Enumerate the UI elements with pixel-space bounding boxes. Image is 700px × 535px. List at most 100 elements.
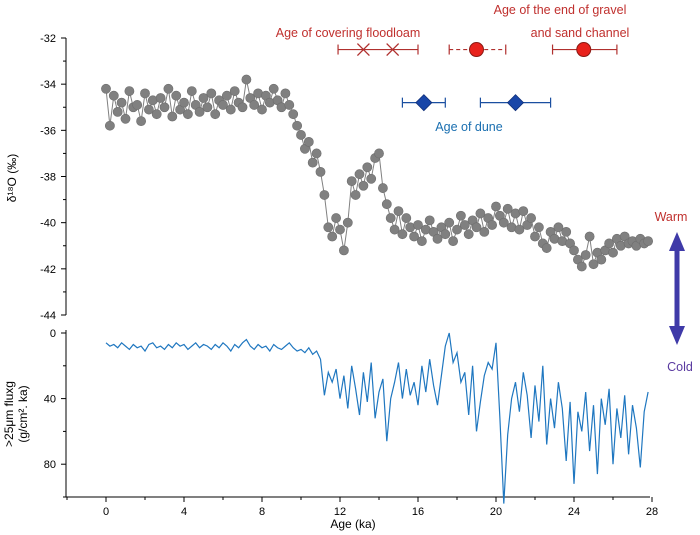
top-data-point: [280, 88, 291, 99]
top-y-tick-label: -34: [40, 79, 56, 91]
top-data-point: [459, 220, 470, 230]
bottom-y-tick-label: 80: [44, 459, 56, 471]
arrow-down-head: [669, 326, 685, 345]
top-data-point: [342, 217, 353, 228]
top-data-point: [409, 231, 419, 242]
top-data-point: [120, 113, 131, 124]
top-data-point: [413, 220, 423, 230]
top-data-point: [323, 222, 334, 233]
top-data-point: [374, 148, 384, 159]
age-marker-x: [386, 43, 400, 57]
top-data-point: [584, 231, 595, 242]
top-data-point: [440, 229, 451, 240]
top-data-point: [338, 245, 349, 256]
top-data-point: [377, 183, 388, 193]
top-data-point: [580, 250, 591, 260]
age-marker-diamond: [415, 94, 433, 112]
top-data-point: [171, 90, 182, 101]
top-y-axis-label: δ¹⁸O (‰): [5, 154, 19, 202]
top-data-point: [288, 109, 299, 120]
top-data-point: [105, 120, 115, 131]
warm-label: Warm: [655, 210, 688, 224]
top-data-point: [167, 111, 178, 122]
top-data-point: [296, 130, 306, 140]
top-data-point: [163, 83, 174, 94]
top-data-point: [463, 229, 474, 240]
top-data-point: [151, 109, 162, 120]
top-y-tick-label: -44: [40, 310, 56, 322]
top-data-point: [307, 157, 318, 168]
top-data-point: [179, 97, 189, 108]
top-series: [101, 74, 653, 272]
x-tick-label: 0: [103, 506, 109, 518]
age-marker-x: [356, 43, 370, 57]
top-data-point: [350, 190, 361, 200]
top-y-tick-label: -40: [40, 218, 56, 230]
top-data-point: [385, 213, 396, 223]
top-data-point: [284, 100, 295, 110]
annotation-gravel-line1: Age of the end of gravel: [494, 3, 627, 17]
top-data-point: [257, 104, 267, 115]
bottom-panel: 0 40 80 0 4 8 12 16 20 24 28 >25μm fluxg (g/cm². …: [2, 328, 658, 531]
top-data-point: [132, 100, 143, 110]
top-y-tick-label: -42: [40, 264, 56, 276]
top-data-point: [491, 201, 501, 212]
age-marker-diamond: [506, 94, 525, 112]
top-data-point: [159, 102, 170, 113]
top-data-point: [432, 233, 443, 244]
top-data-point: [448, 236, 458, 247]
top-data-point: [541, 243, 552, 253]
top-data-point: [526, 213, 536, 223]
top-data-point: [206, 88, 217, 99]
top-data-point: [210, 109, 221, 120]
top-data-point: [311, 148, 322, 159]
annotation-dune: Age of dune: [435, 120, 502, 134]
top-data-point: [155, 93, 166, 103]
top-data-point: [596, 254, 607, 265]
top-data-point: [358, 180, 369, 191]
top-data-point: [452, 224, 462, 235]
top-data-point: [487, 220, 497, 230]
x-tick-label: 28: [646, 506, 658, 518]
top-data-point: [424, 215, 435, 226]
top-data-point: [444, 217, 455, 228]
top-data-point: [198, 93, 209, 103]
cold-label: Cold: [667, 360, 693, 374]
top-data-point: [101, 83, 111, 94]
top-data-point: [502, 203, 513, 214]
top-data-point: [576, 261, 587, 272]
top-series-line: [105, 79, 649, 268]
top-data-point: [268, 83, 279, 94]
top-data-point: [416, 236, 427, 247]
age-marker-circle: [469, 42, 484, 58]
top-data-point: [143, 104, 154, 115]
x-tick-label: 24: [568, 506, 580, 518]
x-tick-label: 4: [181, 506, 187, 518]
bottom-y-ticks: 0 40 80: [44, 328, 66, 498]
bottom-series: [105, 332, 649, 504]
top-data-point: [397, 229, 408, 240]
top-data-point: [354, 169, 365, 180]
top-data-point: [389, 224, 400, 235]
top-data-point: [108, 90, 119, 101]
top-data-point: [569, 245, 579, 256]
top-data-point: [401, 213, 412, 223]
top-data-point: [366, 173, 377, 184]
top-data-point: [249, 100, 260, 110]
top-data-point: [604, 238, 614, 249]
annotation-covering-floodloam: Age of covering floodloam: [276, 26, 421, 40]
top-y-tick-label: -32: [40, 33, 56, 45]
top-panel: -32 -34 -36 -38 -40 -42 -44 δ¹⁸O (‰) Age of co…: [5, 3, 653, 322]
bottom-y-tick-label: 40: [44, 394, 56, 406]
top-data-point: [186, 86, 197, 96]
top-data-point: [335, 224, 345, 235]
top-data-point: [346, 176, 357, 187]
top-data-point: [225, 104, 236, 115]
top-data-point: [393, 206, 404, 217]
x-tick-label: 8: [259, 506, 265, 518]
top-data-point: [194, 106, 205, 117]
top-data-point: [518, 206, 529, 217]
annotation-gravel-line2: and sand channel: [531, 26, 630, 40]
top-data-point: [588, 259, 599, 270]
